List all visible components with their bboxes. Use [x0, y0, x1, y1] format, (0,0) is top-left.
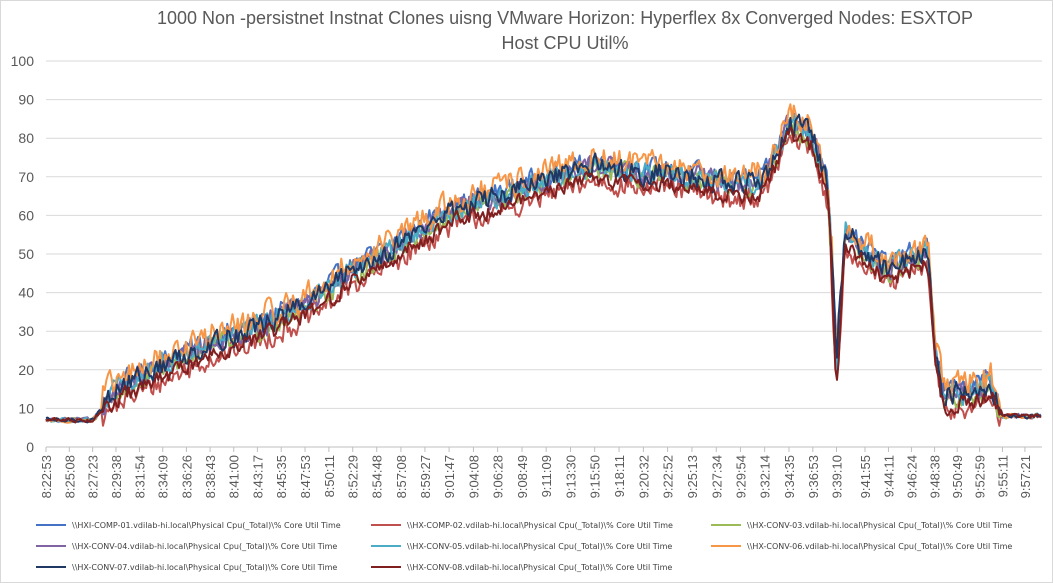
legend-label: \\HX-CONV-06.vdilab-hi.local\Physical Cp… [747, 541, 1013, 551]
legend-swatch [371, 566, 401, 568]
legend-swatch [371, 545, 401, 547]
series-line-7 [45, 113, 1042, 424]
x-tick-label: 8:29:38 [109, 455, 124, 498]
x-tick-label: 8:31:54 [132, 455, 147, 498]
x-tick-label: 9:29:54 [733, 455, 748, 498]
legend-label: \\HX-CONV-05.vdilab-hi.local\Physical Cp… [407, 541, 673, 551]
y-tick-label: 90 [18, 92, 34, 108]
x-tick-label: 9:32:14 [758, 455, 773, 498]
x-axis: 8:22:53 8:25:08 8:27:23 8:29:38 8:31:54 8:34:… [39, 447, 1033, 498]
x-tick-label: 9:22:52 [661, 455, 676, 498]
y-tick-label: 30 [18, 323, 34, 339]
x-tick-label: 9:34:35 [782, 455, 797, 498]
x-tick-label: 9:46:24 [904, 455, 919, 498]
chart-title: 1000 Non -persistnet Instnat Clones uisn… [150, 6, 980, 56]
x-tick-label: 9:48:38 [928, 455, 943, 498]
x-tick-label: 9:01:47 [442, 455, 457, 498]
x-tick-label: 9:25:13 [685, 455, 700, 498]
x-tick-label: 8:38:43 [203, 455, 218, 498]
series-lines [45, 103, 1042, 427]
x-tick-label: 8:41:00 [227, 455, 242, 498]
series-line-4 [45, 112, 1042, 423]
legend-item: \\HX-CONV-05.vdilab-hi.local\Physical Cp… [371, 538, 672, 554]
y-tick-label: 20 [18, 362, 34, 378]
y-tick-label: 70 [18, 169, 34, 185]
x-tick-label: 8:47:53 [298, 455, 313, 498]
x-tick-label: 8:52:29 [346, 455, 361, 498]
legend-label: \\HX-COMP-02.vdilab-hi.local\Physical Cp… [407, 520, 673, 530]
x-tick-label: 9:57:21 [1018, 455, 1033, 498]
x-tick-label: 9:18:11 [612, 455, 627, 497]
y-tick-label: 50 [18, 246, 34, 262]
y-tick-label: 60 [18, 207, 34, 223]
legend-label: \\HX-CONV-07.vdilab-hi.local\Physical Cp… [72, 562, 338, 572]
legend-item: \\HX-CONV-07.vdilab-hi.local\Physical Cp… [36, 559, 337, 575]
x-tick-label: 8:34:09 [156, 455, 171, 498]
legend-swatch [36, 524, 66, 526]
series-line-8 [45, 126, 1042, 424]
legend-swatch [36, 545, 66, 547]
legend-item: \\HX-COMP-02.vdilab-hi.local\Physical Cp… [371, 517, 673, 533]
chart-title-line2: Host CPU Util% [501, 33, 629, 53]
legend-item: \\HX-CONV-03.vdilab-hi.local\Physical Cp… [711, 517, 1012, 533]
y-tick-label: 0 [26, 439, 34, 455]
x-tick-label: 9:13:30 [564, 455, 579, 498]
y-tick-label: 10 [18, 400, 34, 416]
x-tick-label: 8:59:27 [418, 455, 433, 498]
legend-swatch [711, 545, 741, 547]
legend-item: \\HX-CONV-08.vdilab-hi.local\Physical Cp… [371, 559, 672, 575]
legend-label: \\HX-CONV-03.vdilab-hi.local\Physical Cp… [747, 520, 1013, 530]
x-tick-label: 9:36:53 [806, 455, 821, 498]
x-tick-label: 8:54:48 [370, 455, 385, 498]
x-tick-label: 9:50:49 [950, 455, 965, 498]
x-tick-label: 8:25:08 [62, 455, 77, 498]
x-tick-label: 9:44:11 [881, 455, 896, 497]
legend-swatch [36, 566, 66, 568]
y-axis: 0 10 20 30 40 50 60 70 80 90 100 [11, 53, 35, 455]
x-tick-label: 8:22:53 [39, 455, 54, 498]
x-tick-label: 9:06:28 [491, 455, 506, 498]
chart-title-line1: 1000 Non -persistnet Instnat Clones uisn… [156, 8, 974, 28]
x-tick-label: 8:45:35 [274, 455, 289, 498]
legend-label: \\HX-CONV-08.vdilab-hi.local\Physical Cp… [407, 562, 673, 572]
y-tick-label: 100 [11, 53, 35, 69]
legend-label: \\HX-CONV-04.vdilab-hi.local\Physical Cp… [72, 541, 338, 551]
x-tick-label: 9:08:49 [515, 455, 530, 498]
legend-item: \\HX-CONV-04.vdilab-hi.local\Physical Cp… [36, 538, 337, 554]
x-tick-label: 9:41:55 [858, 455, 873, 498]
x-tick-label: 9:15:50 [588, 455, 603, 498]
x-tick-label: 8:57:08 [394, 455, 409, 498]
legend-item: \\HXI-COMP-01.vdilab-hi.local\Physical C… [36, 517, 341, 533]
x-tick-label: 8:27:23 [86, 455, 101, 498]
x-tick-label: 9:39:10 [829, 455, 844, 498]
x-tick-label: 8:36:26 [179, 455, 194, 498]
x-tick-label: 9:20:32 [636, 455, 651, 498]
y-tick-label: 80 [18, 130, 34, 146]
series-line-6 [45, 103, 1042, 424]
legend-item: \\HX-CONV-06.vdilab-hi.local\Physical Cp… [711, 538, 1012, 554]
x-tick-label: 8:43:17 [250, 455, 265, 498]
legend-swatch [711, 524, 741, 526]
x-tick-label: 9:55:11 [995, 455, 1010, 497]
y-tick-label: 40 [18, 285, 34, 301]
legend-swatch [371, 524, 401, 526]
x-tick-label: 9:27:34 [709, 455, 724, 498]
x-tick-label: 9:11:09 [539, 455, 554, 497]
legend-label: \\HXI-COMP-01.vdilab-hi.local\Physical C… [72, 520, 341, 530]
x-tick-label: 9:04:08 [466, 455, 481, 498]
x-tick-label: 8:50:11 [322, 455, 337, 497]
x-tick-label: 9:52:59 [973, 455, 988, 498]
chart-legend: \\HXI-COMP-01.vdilab-hi.local\Physical C… [36, 516, 1046, 578]
